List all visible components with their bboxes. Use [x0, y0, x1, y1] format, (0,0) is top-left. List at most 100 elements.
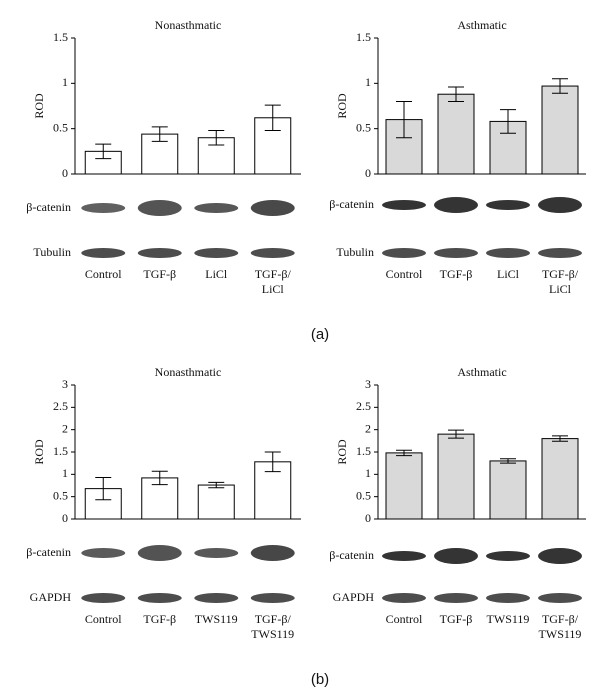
blot-band: [434, 248, 478, 258]
y-tick-label: 1: [365, 466, 371, 480]
x-tick-label: TGF-β/TWS119: [539, 612, 582, 641]
blot-band: [434, 593, 478, 603]
y-axis-label: ROD: [32, 93, 46, 119]
error-bar: [396, 100, 412, 139]
blot-band: [486, 551, 530, 561]
y-tick-label: 1.5: [356, 30, 371, 44]
blot-band: [137, 593, 182, 603]
blot-band: [486, 248, 530, 258]
y-axis-label: ROD: [335, 439, 349, 465]
blot-band: [137, 248, 182, 258]
x-tick-label: TGF-β/TWS119: [251, 612, 294, 641]
y-tick-label: 1: [62, 75, 68, 89]
blot-band: [486, 593, 530, 603]
blot-row-label: Tubulin: [33, 245, 71, 259]
blot-band: [434, 197, 478, 213]
x-tick-label: TGF-β: [143, 267, 176, 281]
chart-title: Asthmatic: [457, 365, 506, 379]
bar: [385, 452, 423, 520]
error-bar: [500, 109, 516, 134]
y-tick-label: 1: [62, 466, 68, 480]
error-bar: [448, 86, 464, 102]
blot-band: [486, 200, 530, 210]
x-tick-label: TGF-β: [143, 612, 176, 626]
bar: [541, 85, 579, 175]
y-axis-label: ROD: [32, 439, 46, 465]
x-tick-label: TGF-β: [440, 267, 473, 281]
error-bar: [95, 143, 112, 160]
error-bar: [151, 126, 168, 142]
bar: [489, 460, 527, 520]
x-tick-label: TGF-β: [440, 612, 473, 626]
x-tick-label: Control: [386, 612, 423, 626]
y-tick-label: 0: [62, 511, 68, 525]
blot-band: [382, 593, 426, 603]
blot-band: [250, 200, 295, 216]
y-tick-label: 2: [62, 421, 68, 435]
y-tick-label: 1: [365, 75, 371, 89]
blot-row-label: β-catenin: [329, 548, 374, 562]
y-tick-label: 1.5: [53, 30, 68, 44]
blot-band: [538, 248, 582, 258]
y-tick-label: 3: [365, 377, 371, 391]
error-bar: [500, 458, 516, 464]
blot-row-label: GAPDH: [333, 590, 375, 604]
error-bar: [95, 476, 112, 501]
blot-row-label: Tubulin: [336, 245, 374, 259]
blot-band: [382, 248, 426, 258]
y-tick-label: 3: [62, 377, 68, 391]
blot-band: [250, 545, 295, 561]
blot-band: [81, 548, 126, 558]
y-tick-label: 0.5: [356, 120, 371, 134]
blot-band: [81, 203, 126, 213]
blot-band: [81, 248, 126, 258]
error-bar: [552, 435, 568, 442]
y-tick-label: 1.5: [356, 444, 371, 458]
blot-row-label: GAPDH: [30, 590, 72, 604]
blot-band: [194, 203, 239, 213]
y-tick-label: 2: [365, 421, 371, 435]
y-tick-label: 0: [365, 166, 371, 180]
blot-row-label: β-catenin: [26, 200, 71, 214]
blot-band: [194, 548, 239, 558]
x-tick-label: TGF-β/LiCl: [255, 267, 292, 296]
bar: [437, 93, 475, 175]
blot-row-label: β-catenin: [26, 545, 71, 559]
chart-title: Asthmatic: [457, 18, 506, 32]
chart-title: Nonasthmatic: [155, 365, 222, 379]
x-tick-label: LiCl: [205, 267, 228, 281]
y-tick-label: 2.5: [53, 399, 68, 413]
blot-band: [137, 545, 182, 561]
x-tick-label: TGF-β/LiCl: [542, 267, 579, 296]
y-tick-label: 0.5: [53, 120, 68, 134]
x-tick-label: Control: [386, 267, 423, 281]
blot-band: [194, 248, 239, 258]
blot-band: [382, 200, 426, 210]
blot-band: [250, 248, 295, 258]
error-bar: [264, 451, 281, 473]
x-tick-label: Control: [85, 612, 122, 626]
error-bar: [151, 470, 168, 486]
y-tick-label: 0: [62, 166, 68, 180]
error-bar: [264, 104, 281, 131]
blot-band: [137, 200, 182, 216]
panel-label: (a): [311, 326, 329, 343]
error-bar: [208, 481, 225, 489]
blot-band: [538, 548, 582, 564]
y-tick-label: 0: [365, 511, 371, 525]
error-bar: [396, 449, 412, 457]
blot-band: [538, 197, 582, 213]
blot-band: [250, 593, 295, 603]
y-tick-label: 0.5: [53, 488, 68, 502]
y-tick-label: 0.5: [356, 488, 371, 502]
y-axis-label: ROD: [335, 93, 349, 119]
x-tick-label: TWS119: [487, 612, 530, 626]
error-bar: [208, 129, 225, 146]
blot-band: [81, 593, 126, 603]
x-tick-label: LiCl: [497, 267, 520, 281]
x-tick-label: Control: [85, 267, 122, 281]
blot-row-label: β-catenin: [329, 197, 374, 211]
blot-band: [434, 548, 478, 564]
bar: [197, 484, 235, 520]
